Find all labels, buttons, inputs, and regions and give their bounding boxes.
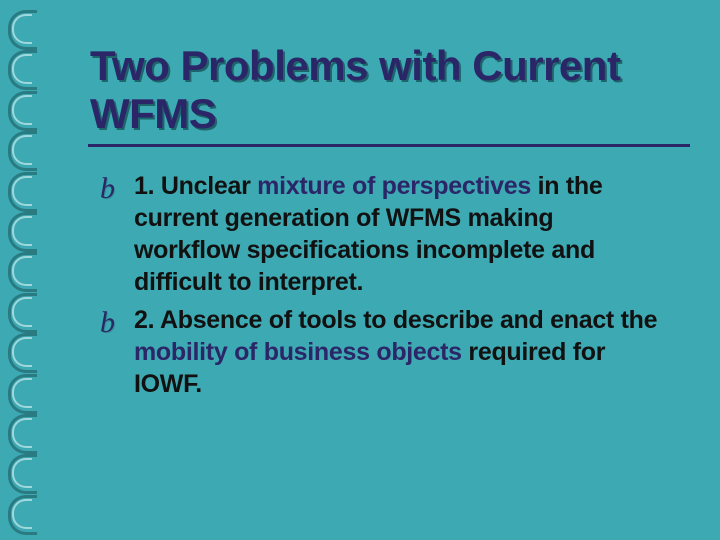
bullet-icon: b bbox=[100, 170, 122, 298]
ring-icon bbox=[6, 293, 36, 328]
title-underline bbox=[88, 144, 690, 147]
ring-icon bbox=[6, 172, 36, 207]
ring-icon bbox=[6, 131, 36, 166]
item-text: 1. Unclear mixture of perspectives in th… bbox=[134, 170, 660, 298]
ring-icon bbox=[6, 10, 36, 45]
spiral-binding bbox=[6, 10, 40, 530]
ring-icon bbox=[6, 333, 36, 368]
title-block: Two Problems with Current WFMS bbox=[90, 42, 690, 147]
ring-icon bbox=[6, 454, 36, 489]
list-item: b 2. Absence of tools to describe and en… bbox=[100, 304, 660, 400]
ring-icon bbox=[6, 495, 36, 530]
body-content: b 1. Unclear mixture of perspectives in … bbox=[100, 170, 660, 406]
list-item: b 1. Unclear mixture of perspectives in … bbox=[100, 170, 660, 298]
item-text: 2. Absence of tools to describe and enac… bbox=[134, 304, 660, 400]
bullet-icon: b bbox=[100, 304, 122, 400]
ring-icon bbox=[6, 374, 36, 409]
slide-title: Two Problems with Current WFMS bbox=[90, 42, 690, 138]
ring-icon bbox=[6, 91, 36, 126]
ring-icon bbox=[6, 212, 36, 247]
accent-text: mixture of perspectives bbox=[257, 172, 531, 200]
accent-text: mobility of business objects bbox=[134, 338, 462, 366]
ring-icon bbox=[6, 414, 36, 449]
ring-icon bbox=[6, 50, 36, 85]
ring-icon bbox=[6, 252, 36, 287]
